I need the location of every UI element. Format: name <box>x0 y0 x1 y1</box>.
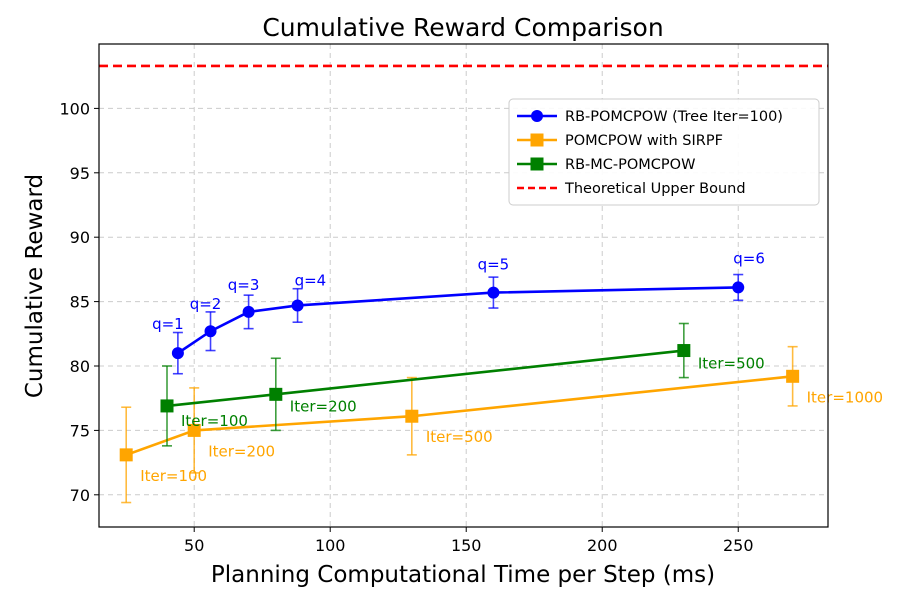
x-axis-label: Planning Computational Time per Step (ms… <box>211 562 715 588</box>
x-tick-label: 50 <box>184 536 204 555</box>
rb-pomcpow-point <box>291 299 304 312</box>
pomcpow-sirpf-point <box>119 448 133 462</box>
rb-pomcpow-annotation: q=4 <box>295 271 327 289</box>
pomcpow-sirpf-annotation: Iter=100 <box>140 467 207 485</box>
rb-pomcpow-point <box>487 286 500 299</box>
legend-label-rb-mc-pomcpow: RB-MC-POMCPOW <box>565 157 695 173</box>
x-tick-label: 200 <box>587 536 618 555</box>
legend-box <box>508 98 820 206</box>
pomcpow-sirpf-point <box>405 409 419 423</box>
legend-label-rb-pomcpow: RB-POMCPOW (Tree Iter=100) <box>565 109 783 125</box>
legend-label-pomcpow-sirpf: POMCPOW with SIRPF <box>565 133 723 149</box>
x-tick-label: 100 <box>315 536 346 555</box>
y-tick-label: 80 <box>70 357 90 376</box>
rb-pomcpow-annotation: q=1 <box>152 315 184 333</box>
legend-marker-rb-mc-pomcpow <box>530 157 544 171</box>
rb-pomcpow-point <box>242 305 255 318</box>
y-tick-label: 75 <box>70 421 90 440</box>
rb-pomcpow-annotation: q=6 <box>733 249 765 267</box>
y-tick-label: 70 <box>70 486 90 505</box>
rb-pomcpow-point <box>732 281 745 294</box>
y-tick-label: 90 <box>70 228 90 247</box>
rb-mc-pomcpow-point <box>160 399 174 413</box>
rb-mc-pomcpow-point <box>677 344 691 358</box>
rb-pomcpow-annotation: q=2 <box>190 295 222 313</box>
pomcpow-sirpf-line <box>125 375 793 457</box>
plot-area: 50 100 150 200 250707580859095100Iter=100Ite… <box>59 43 883 555</box>
rb-mc-pomcpow-annotation: Iter=200 <box>290 397 357 415</box>
y-tick-label: 85 <box>70 293 90 312</box>
pomcpow-sirpf-annotation: Iter=200 <box>208 442 275 460</box>
rb-mc-pomcpow-annotation: Iter=100 <box>181 412 248 430</box>
rb-mc-pomcpow-annotation: Iter=500 <box>698 355 765 373</box>
plot-frame <box>98 43 829 528</box>
pomcpow-sirpf-annotation: Iter=1000 <box>807 388 883 406</box>
rb-mc-pomcpow-point <box>269 387 283 401</box>
pomcpow-sirpf-point <box>786 369 800 383</box>
rb-pomcpow-line <box>177 286 739 355</box>
chart-title: Cumulative Reward Comparison <box>262 13 663 42</box>
y-tick-label: 95 <box>70 164 90 183</box>
pomcpow-sirpf-point <box>187 423 201 437</box>
rb-pomcpow-annotation: q=3 <box>228 276 260 294</box>
legend-marker-pomcpow-sirpf <box>530 133 544 147</box>
rb-pomcpow-point <box>171 347 184 360</box>
legend-marker-rb-pomcpow <box>531 110 543 122</box>
y-axis-label: Cumulative Reward <box>22 174 48 398</box>
x-tick-label: 250 <box>723 536 754 555</box>
y-tick-label: 100 <box>59 99 90 118</box>
rb-pomcpow-annotation: q=5 <box>478 256 510 274</box>
x-tick-label: 150 <box>451 536 482 555</box>
rb-pomcpow-point <box>204 325 217 338</box>
pomcpow-sirpf-annotation: Iter=500 <box>426 428 493 446</box>
legend-label-upper-bound: Theoretical Upper Bound <box>564 181 746 197</box>
